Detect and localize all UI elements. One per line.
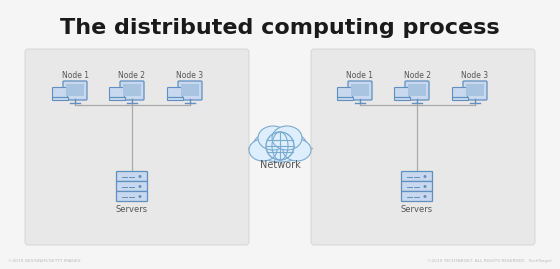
FancyBboxPatch shape xyxy=(110,87,124,97)
FancyBboxPatch shape xyxy=(66,84,84,96)
FancyBboxPatch shape xyxy=(167,97,183,100)
FancyBboxPatch shape xyxy=(402,192,432,201)
FancyBboxPatch shape xyxy=(63,81,87,100)
FancyBboxPatch shape xyxy=(338,87,352,97)
FancyBboxPatch shape xyxy=(348,81,372,100)
FancyBboxPatch shape xyxy=(25,49,249,245)
Text: Servers: Servers xyxy=(116,205,148,214)
FancyBboxPatch shape xyxy=(167,87,183,97)
Text: Node 1: Node 1 xyxy=(347,71,374,80)
Circle shape xyxy=(423,195,427,198)
FancyBboxPatch shape xyxy=(402,172,432,182)
FancyBboxPatch shape xyxy=(394,97,410,100)
FancyBboxPatch shape xyxy=(337,97,353,100)
Circle shape xyxy=(423,185,427,188)
Ellipse shape xyxy=(249,139,277,161)
FancyBboxPatch shape xyxy=(394,87,409,97)
FancyBboxPatch shape xyxy=(123,84,141,96)
FancyBboxPatch shape xyxy=(52,97,68,100)
FancyBboxPatch shape xyxy=(53,87,68,97)
Text: ©2019 DESIGNER/GETTY IMAGES: ©2019 DESIGNER/GETTY IMAGES xyxy=(8,259,81,263)
Circle shape xyxy=(138,185,142,188)
FancyBboxPatch shape xyxy=(408,84,426,96)
FancyBboxPatch shape xyxy=(120,81,144,100)
FancyBboxPatch shape xyxy=(463,81,487,100)
Text: The distributed computing process: The distributed computing process xyxy=(60,18,500,38)
Circle shape xyxy=(138,175,142,178)
Text: Node 1: Node 1 xyxy=(62,71,88,80)
FancyBboxPatch shape xyxy=(116,172,147,182)
FancyBboxPatch shape xyxy=(178,81,202,100)
Ellipse shape xyxy=(272,126,302,150)
FancyBboxPatch shape xyxy=(405,81,429,100)
Text: ©2019 TECHTARGET. ALL RIGHTS RESERVED.  TechTarget: ©2019 TECHTARGET. ALL RIGHTS RESERVED. T… xyxy=(427,259,552,263)
Text: Node 2: Node 2 xyxy=(119,71,146,80)
Text: Network: Network xyxy=(260,160,300,170)
Text: Node 3: Node 3 xyxy=(176,71,204,80)
FancyBboxPatch shape xyxy=(452,87,468,97)
Text: Node 3: Node 3 xyxy=(461,71,488,80)
FancyBboxPatch shape xyxy=(402,182,432,192)
FancyBboxPatch shape xyxy=(452,97,468,100)
FancyBboxPatch shape xyxy=(181,84,199,96)
FancyBboxPatch shape xyxy=(466,84,484,96)
Text: Node 2: Node 2 xyxy=(404,71,431,80)
Text: Servers: Servers xyxy=(401,205,433,214)
FancyBboxPatch shape xyxy=(351,84,369,96)
FancyBboxPatch shape xyxy=(311,49,535,245)
FancyBboxPatch shape xyxy=(116,192,147,201)
FancyBboxPatch shape xyxy=(116,182,147,192)
FancyBboxPatch shape xyxy=(109,97,125,100)
Ellipse shape xyxy=(283,139,311,161)
Ellipse shape xyxy=(258,126,288,150)
Ellipse shape xyxy=(253,130,307,162)
Circle shape xyxy=(138,195,142,198)
Circle shape xyxy=(423,175,427,178)
